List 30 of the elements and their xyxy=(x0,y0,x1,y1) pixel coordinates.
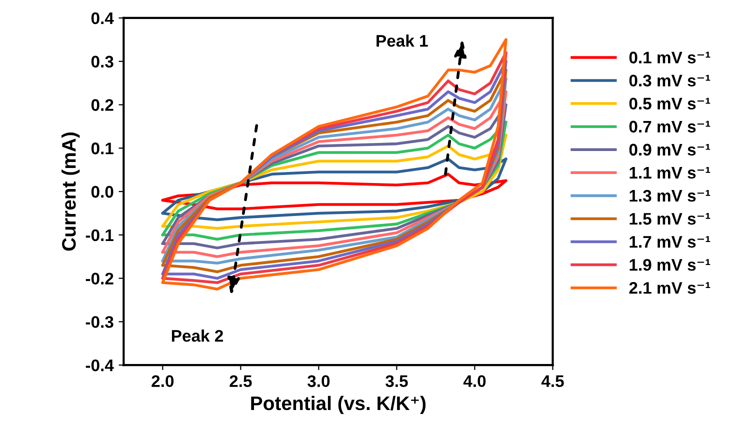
legend-label: 0.1 mV s⁻¹ xyxy=(629,52,710,64)
y-tick-label: 0.1 xyxy=(91,142,114,154)
y-tick-label: -0.3 xyxy=(86,316,114,328)
x-tick-label: 2.0 xyxy=(152,375,174,388)
legend-label: 1.9 mV s⁻¹ xyxy=(630,258,710,271)
y-tick-label: 0.3 xyxy=(91,56,114,68)
x-tick-label: 3.0 xyxy=(307,375,330,388)
y-tick-label: 0.2 xyxy=(91,99,114,111)
legend-label: 0.5 mV s⁻¹ xyxy=(629,98,710,110)
x-tick-label: 2.5 xyxy=(230,375,252,388)
y-tick-label: 0.0 xyxy=(91,186,114,198)
legend-label: 1.7 mV s⁻¹ xyxy=(630,236,710,248)
y-tick-label: 0.4 xyxy=(91,12,114,24)
x-tick-label: 4.5 xyxy=(541,375,564,388)
y-tick-label: -0.4 xyxy=(86,359,114,372)
annotation: Peak 1 xyxy=(376,34,428,47)
legend-label: 1.3 mV s⁻¹ xyxy=(630,190,710,202)
y-tick-label: -0.1 xyxy=(86,229,114,242)
x-tick-label: 4.0 xyxy=(463,375,486,388)
legend-label: 0.7 mV s⁻¹ xyxy=(629,120,710,133)
annotation: Peak 2 xyxy=(172,330,224,342)
legend-label: 2.1 mV s⁻¹ xyxy=(629,282,710,294)
y-axis-title: Current (mA) xyxy=(62,132,80,251)
legend-label: 0.3 mV s⁻¹ xyxy=(629,74,710,87)
legend-label: 1.1 mV s⁻¹ xyxy=(630,166,710,179)
y-tick-label: -0.2 xyxy=(86,272,114,285)
x-axis-title: Potential (vs. K/K⁺) xyxy=(251,396,426,414)
legend-label: 0.9 mV s⁻¹ xyxy=(629,144,710,156)
legend-label: 1.5 mV s⁻¹ xyxy=(630,213,710,225)
x-tick-label: 3.5 xyxy=(386,375,408,388)
